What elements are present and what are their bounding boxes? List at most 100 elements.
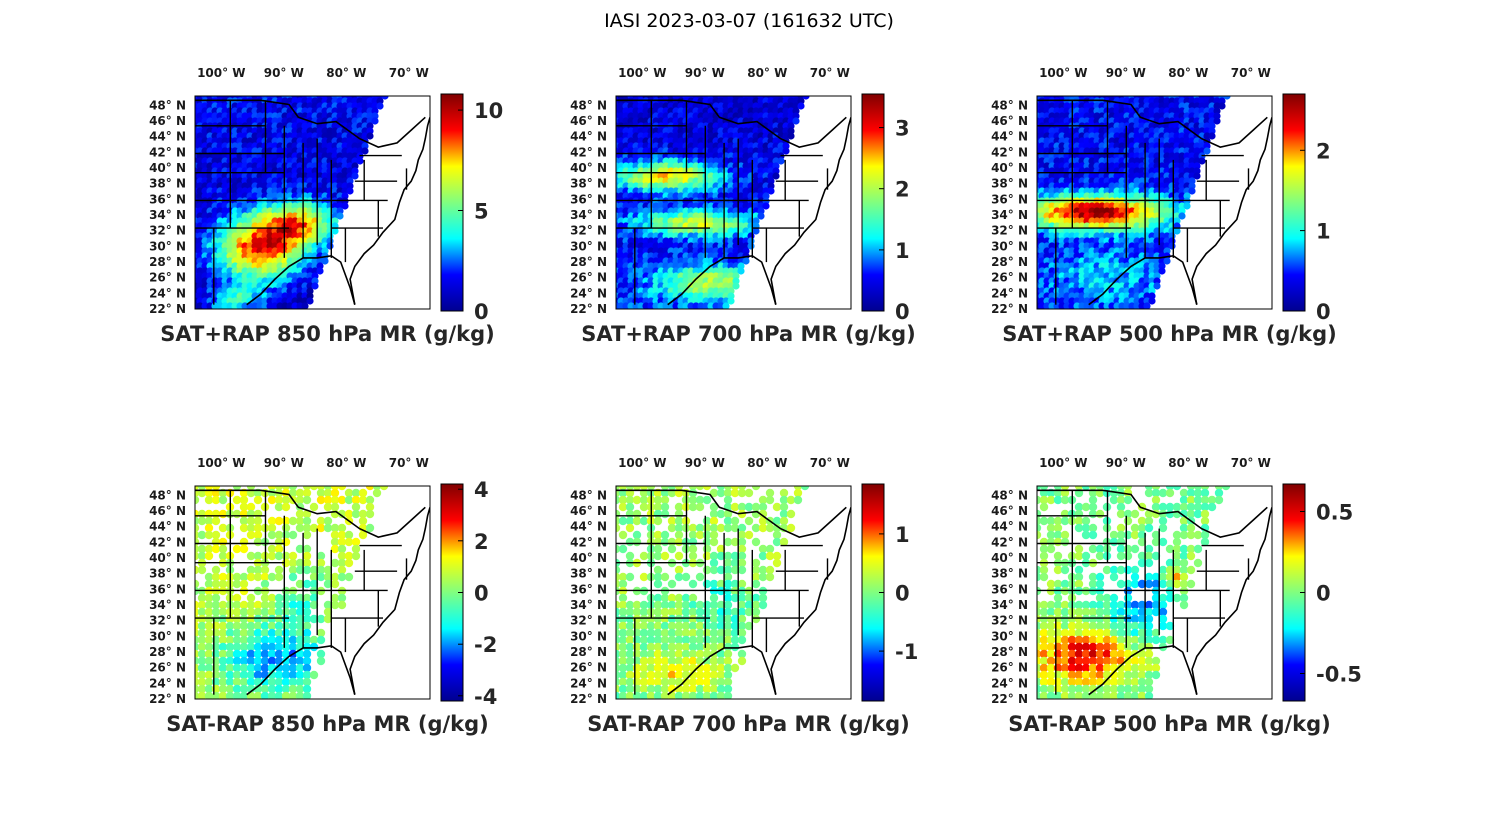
lat-tick-label: 42° N (149, 145, 186, 159)
lat-tick-label: 30° N (570, 239, 607, 253)
lat-tick-label: 36° N (570, 582, 607, 596)
colorbar-tick-label: 0 (474, 300, 489, 324)
lat-tick-label: 48° N (570, 98, 607, 112)
lat-tick-label: 44° N (149, 520, 186, 534)
lat-tick-label: 30° N (149, 629, 186, 643)
lon-tick-label: 70° W (389, 66, 429, 80)
lat-tick-label: 36° N (570, 192, 607, 206)
lat-tick-label: 26° N (991, 661, 1028, 675)
lon-tick-label: 70° W (389, 456, 429, 470)
lat-tick-label: 42° N (570, 145, 607, 159)
lat-tick-label: 40° N (991, 551, 1028, 565)
swath-data (195, 486, 389, 699)
lat-tick-label: 28° N (149, 645, 186, 659)
colorbar-tick-label: 0 (895, 582, 910, 606)
lat-tick-label: 24° N (149, 286, 186, 300)
lat-tick-label: 38° N (570, 177, 607, 191)
lat-tick-label: 24° N (570, 286, 607, 300)
lon-tick-label: 80° W (1168, 66, 1208, 80)
lat-tick-label: 30° N (991, 629, 1028, 643)
panel-title: SAT-RAP 850 hPa MR (g/kg) (166, 712, 489, 736)
lat-tick-label: 36° N (149, 582, 186, 596)
map-boundaries (1037, 489, 1272, 696)
lat-tick-label: 48° N (570, 488, 607, 502)
lat-tick-label: 26° N (570, 661, 607, 675)
lat-tick-label: 32° N (991, 224, 1028, 238)
lat-tick-label: 42° N (570, 535, 607, 549)
panel-title: SAT-RAP 700 hPa MR (g/kg) (587, 712, 910, 736)
lon-tick-label: 90° W (685, 456, 725, 470)
lon-tick-label: 70° W (810, 456, 850, 470)
lat-tick-label: 28° N (991, 255, 1028, 269)
lat-tick-label: 22° N (991, 692, 1028, 706)
colorbar-tick-label: 0.5 (1316, 501, 1353, 525)
lon-tick-label: 100° W (197, 66, 245, 80)
lon-tick-label: 100° W (618, 456, 666, 470)
lat-tick-label: 34° N (570, 598, 607, 612)
lat-tick-label: 38° N (149, 177, 186, 191)
lon-tick-label: 90° W (1106, 66, 1146, 80)
colorbar-tick-label: 0 (474, 582, 489, 606)
swath-data (616, 96, 810, 309)
lat-tick-label: 34° N (991, 208, 1028, 222)
lat-tick-label: 32° N (570, 614, 607, 628)
lat-tick-label: 46° N (149, 114, 186, 128)
lon-tick-label: 90° W (264, 456, 304, 470)
lat-tick-label: 28° N (570, 645, 607, 659)
lat-tick-label: 24° N (991, 286, 1028, 300)
map-frame (194, 95, 431, 310)
figure-title: IASI 2023-03-07 (161632 UTC) (604, 10, 894, 32)
lat-tick-label: 40° N (991, 161, 1028, 175)
lat-tick-label: 36° N (991, 192, 1028, 206)
lat-tick-label: 38° N (149, 567, 186, 581)
lat-tick-label: 34° N (149, 208, 186, 222)
lat-tick-label: 36° N (991, 582, 1028, 596)
swath-data (616, 486, 810, 699)
lat-tick-label: 32° N (570, 224, 607, 238)
colorbar (440, 93, 464, 312)
lon-tick-label: 80° W (747, 66, 787, 80)
colorbar-tick-label: 0 (1316, 300, 1331, 324)
lat-tick-label: 34° N (570, 208, 607, 222)
map-boundaries (195, 489, 430, 696)
lat-tick-label: 48° N (149, 98, 186, 112)
panel-title: SAT+RAP 850 hPa MR (g/kg) (160, 322, 494, 346)
lat-tick-label: 28° N (149, 255, 186, 269)
lat-tick-label: 44° N (991, 130, 1028, 144)
colorbar (1282, 93, 1306, 312)
lat-tick-label: 32° N (149, 224, 186, 238)
lat-tick-label: 38° N (991, 177, 1028, 191)
map-panel-5: 100° W 90° W 80° W 70° W 48° N 46° N 44° N42° … (570, 456, 918, 736)
colorbar-tick-label: 2 (895, 178, 910, 202)
lat-tick-label: 24° N (149, 676, 186, 690)
lon-tick-label: 90° W (264, 66, 304, 80)
map-panel-2: 100° W 90° W 80° W 70° W 48° N 46° N 44° N42° … (570, 66, 916, 346)
lat-tick-label: 32° N (991, 614, 1028, 628)
colorbar-tick-label: 5 (474, 200, 489, 224)
lat-tick-label: 40° N (149, 161, 186, 175)
lat-tick-label: 26° N (149, 271, 186, 285)
lat-tick-label: 28° N (991, 645, 1028, 659)
lat-tick-label: 26° N (149, 661, 186, 675)
lat-tick-label: 48° N (991, 98, 1028, 112)
lat-tick-label: 44° N (149, 130, 186, 144)
colorbar-tick-label: 0 (895, 300, 910, 324)
lat-tick-label: 38° N (991, 567, 1028, 581)
colorbar-tick-label: 1 (895, 239, 910, 263)
colorbar-tick-label: 4 (474, 478, 489, 502)
lon-tick-label: 80° W (326, 456, 366, 470)
lat-tick-label: 40° N (570, 161, 607, 175)
colorbar-tick-label: 0 (1316, 582, 1331, 606)
lat-tick-label: 30° N (991, 239, 1028, 253)
colorbar-tick-label: 2 (1316, 139, 1331, 163)
panel-grid: 100° W 90° W 80° W 70° W48° N46° N44° N42° … (149, 66, 1362, 736)
lat-tick-label: 46° N (991, 504, 1028, 518)
lat-tick-label: 36° N (149, 192, 186, 206)
colorbar-tick-label: -4 (474, 685, 497, 709)
map-boundaries (1037, 99, 1272, 306)
panel-title: SAT+RAP 700 hPa MR (g/kg) (581, 322, 915, 346)
lat-tick-label: 22° N (991, 302, 1028, 316)
lon-tick-label: 100° W (197, 456, 245, 470)
lon-tick-label: 100° W (618, 66, 666, 80)
